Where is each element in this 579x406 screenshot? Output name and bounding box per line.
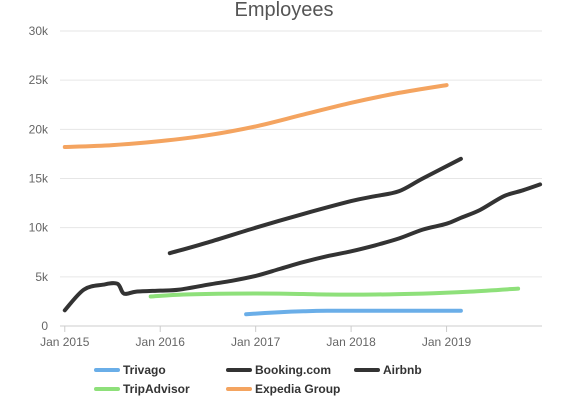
legend-item-trivago[interactable]: Trivago — [94, 363, 166, 377]
x-tick-label: Jan 2018 — [326, 335, 376, 349]
x-tick-label: Jan 2017 — [231, 335, 281, 349]
chart-title: Employees — [235, 0, 334, 21]
legend-item-tripadvisor[interactable]: TripAdvisor — [94, 382, 190, 396]
y-tick-label: 20k — [29, 122, 49, 136]
legend-label: Airbnb — [383, 363, 422, 377]
y-tick-label: 30k — [29, 24, 49, 38]
legend[interactable]: Trivago Booking.com Airbnb TripAdvisor Exped… — [94, 363, 422, 396]
y-tick-label: 10k — [29, 221, 49, 235]
series-line-tripadvisor[interactable] — [148, 286, 521, 299]
legend-label: TripAdvisor — [123, 382, 190, 396]
axis-layer: 0 5k 10k 15k 20k 25k 30k Jan 2015 Jan 2016 Jan 20… — [29, 24, 472, 349]
y-tick-label: 0 — [41, 319, 48, 333]
legend-item-airbnb[interactable]: Airbnb — [354, 363, 422, 377]
grid-layer — [60, 30, 542, 327]
legend-label: Trivago — [123, 363, 166, 377]
y-tick-label: 5k — [35, 270, 49, 284]
legend-item-expedia-group[interactable]: Expedia Group — [226, 382, 340, 396]
legend-label: Booking.com — [255, 363, 331, 377]
legend-item-booking-com[interactable]: Booking.com — [226, 363, 331, 377]
x-tick-label: Jan 2016 — [136, 335, 186, 349]
series-line-expedia-group[interactable] — [62, 83, 449, 149]
x-tick-label: Jan 2015 — [40, 335, 90, 349]
y-tick-label: 15k — [29, 172, 49, 186]
legend-label: Expedia Group — [255, 382, 340, 396]
series-layer — [62, 83, 543, 317]
series-line-booking-com[interactable] — [167, 156, 463, 256]
series-line-trivago[interactable] — [244, 308, 463, 317]
series-line-airbnb[interactable] — [62, 182, 543, 313]
x-tick-label: Jan 2019 — [422, 335, 472, 349]
y-tick-label: 25k — [29, 73, 49, 87]
